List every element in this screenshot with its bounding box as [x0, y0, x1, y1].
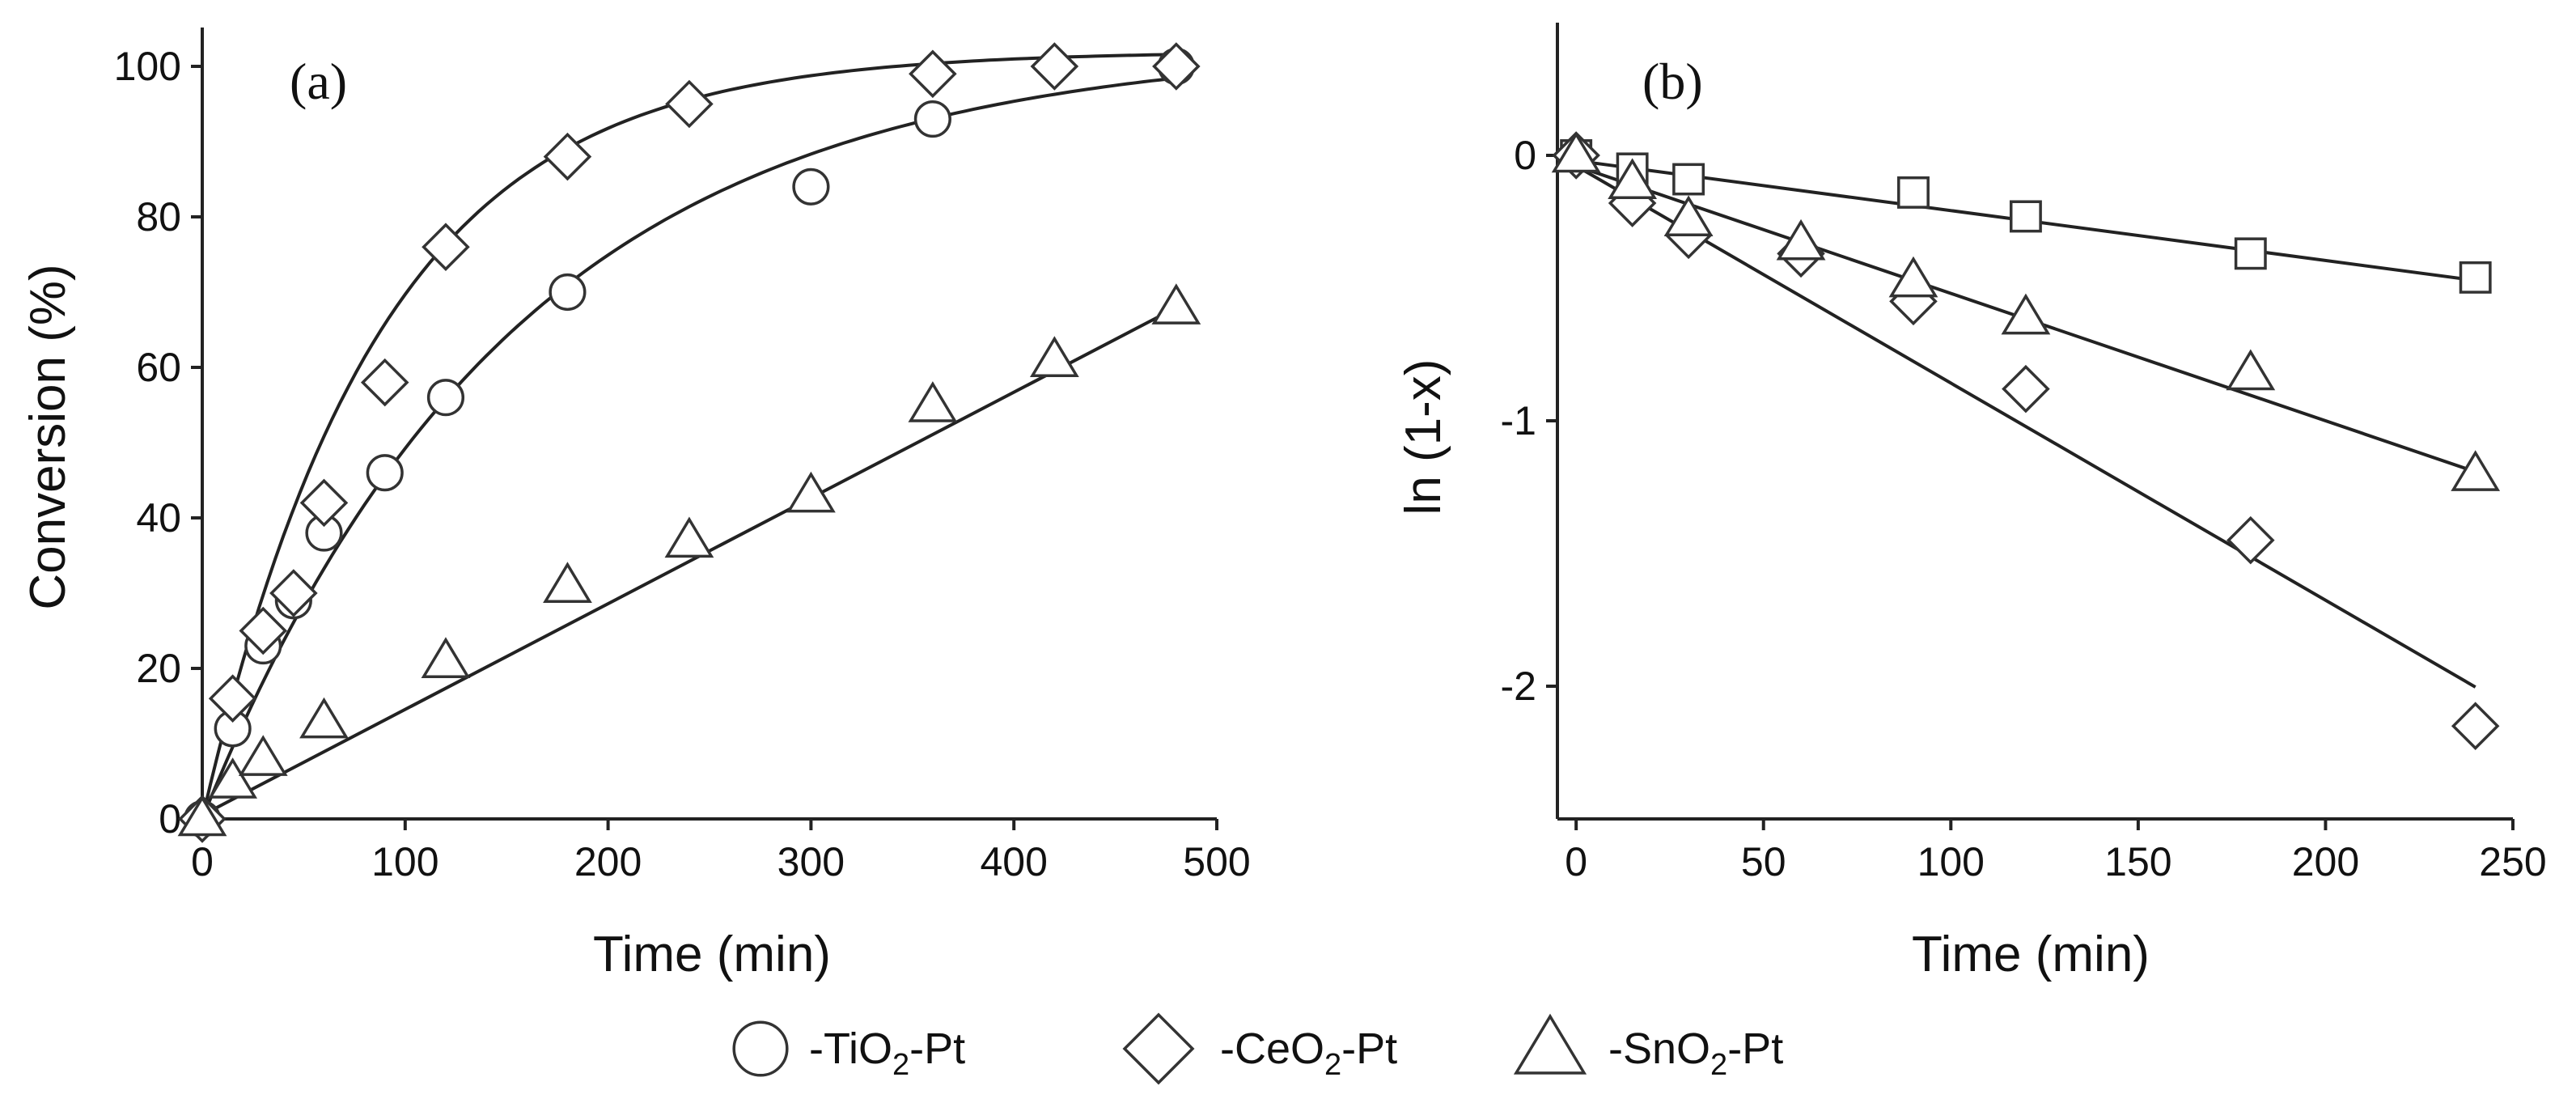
panel-a-y-axis-title: Conversion (%): [20, 264, 76, 609]
panel-a-point-triangle: [299, 697, 349, 739]
panel-b-point-square: [2234, 237, 2267, 270]
panel-b-x-tick-label: 250: [2479, 839, 2546, 884]
panel-a-point-diamond: [1152, 42, 1201, 91]
legend-triangle-marker: [1513, 1013, 1587, 1075]
panel-a-fit-line-circle: [201, 76, 1177, 820]
panel-b-point-triangle: [1551, 131, 1601, 173]
panel-a-fit-lines: [201, 53, 1177, 820]
panel-a-point-circle: [792, 168, 830, 206]
panel-a-point-diamond: [239, 606, 288, 655]
panel-b-point-diamond: [2002, 364, 2050, 414]
legend-label-sno2: -SnO2-Pt: [1608, 1024, 1783, 1082]
panel-a-x-tick-label: 200: [574, 839, 642, 884]
panel-a-y-tick-label: 60: [136, 345, 181, 390]
panel-a-point-circle: [426, 379, 465, 417]
panel-a-letter: (a): [290, 53, 347, 110]
panel-a-point-triangle: [786, 471, 836, 513]
panel-a-point-triangle: [1029, 336, 1079, 377]
panel-a-y-tick-label: 20: [136, 646, 181, 691]
panel-a-point-diamond: [665, 79, 714, 129]
panel-b-point-triangle: [1608, 158, 1658, 200]
legend-circle-marker: [732, 1020, 789, 1077]
panel-a-x-tick-label: 500: [1183, 839, 1250, 884]
legend: -TiO2-Pt -CeO2-Pt -SnO2-Pt: [732, 1012, 1783, 1085]
panel-a-y-tick-label: 80: [136, 194, 181, 240]
panel-a-point-triangle: [238, 735, 288, 776]
panel-b-fit-lines: [1575, 159, 2476, 689]
panel-a-x-axis-title: Time (min): [593, 927, 831, 982]
panel-b-point-triangle: [1776, 218, 1826, 261]
panel-b-x-tick-label: 0: [1565, 839, 1587, 884]
panel-a-fit-line-diamond: [201, 53, 1176, 820]
chart-panel-b: (b) 0 50 100 150 200 250 0 -1 -2 Time (min) ln (…: [1396, 23, 2547, 982]
panel-b-point-diamond: [2226, 515, 2275, 565]
panel-b-y-axis-title: ln (1-x): [1396, 359, 1451, 515]
panel-b-x-axis-title: Time (min): [1912, 927, 2150, 982]
panel-a-data-points: [177, 42, 1201, 843]
legend-triangle-symbol: [1513, 1013, 1587, 1075]
panel-b-point-triangle: [2226, 349, 2276, 391]
panel-a-point-diamond: [360, 358, 409, 407]
panel-a-x-tick-label: 0: [191, 839, 214, 884]
panel-a-point-triangle: [177, 795, 227, 837]
panel-b-point-triangle: [2001, 293, 2051, 335]
panel-a-point-diamond: [208, 674, 257, 723]
panel-b-fit-line-diamond: [1575, 164, 2476, 689]
panel-a-point-circle: [549, 273, 587, 312]
chart-panel-a: (a) 0 100 200 300 400 500 0 20 40 60 80 100 Time (m…: [20, 28, 1251, 982]
panel-a-axes: 0 100 200 300 400 500 0 20 40 60 80 100: [114, 28, 1251, 884]
panel-a-x-tick-label: 400: [980, 839, 1047, 884]
panel-a-point-triangle: [421, 637, 471, 678]
panel-a-point-triangle: [1151, 283, 1201, 324]
panel-a-point-triangle: [664, 516, 714, 558]
panel-b-x-tick-label: 100: [1917, 839, 1985, 884]
panel-a-point-triangle: [908, 381, 958, 422]
panel-b-y-tick-label: -1: [1501, 398, 1536, 443]
panel-b-point-triangle: [1663, 195, 1714, 236]
panel-a-point-triangle: [543, 562, 592, 603]
panel-b-point-square: [1672, 163, 1705, 196]
panel-b-x-tick-label: 200: [2292, 839, 2359, 884]
panel-a-y-tick-label: 100: [114, 44, 181, 89]
legend-item-ceo2: -CeO2-Pt: [1122, 1012, 1397, 1085]
panel-b-point-diamond: [2451, 702, 2500, 750]
panel-b-y-tick-label: 0: [1514, 133, 1536, 178]
legend-diamond-symbol: [1122, 1012, 1195, 1085]
panel-b-point-triangle: [1888, 256, 1938, 298]
panel-b-point-square: [1897, 176, 1930, 209]
panel-b-data-points: [1551, 131, 2501, 750]
panel-a-x-tick-label: 100: [371, 839, 439, 884]
panel-a-point-diamond: [909, 49, 957, 99]
panel-b-letter: (b): [1642, 53, 1703, 110]
panel-b-x-tick-label: 50: [1741, 839, 1786, 884]
panel-a-point-triangle: [208, 757, 258, 799]
panel-a-point-diamond: [269, 569, 318, 617]
legend-diamond-marker: [1122, 1012, 1195, 1085]
panel-b-point-square: [2009, 200, 2042, 233]
panel-b-point-triangle: [2451, 450, 2501, 491]
panel-a-x-tick-label: 300: [777, 839, 845, 884]
legend-label-tio2: -TiO2-Pt: [809, 1024, 965, 1082]
legend-label-ceo2: -CeO2-Pt: [1220, 1024, 1397, 1082]
panel-a-point-diamond: [543, 132, 592, 181]
panel-a-y-tick-label: 40: [136, 495, 181, 541]
panel-b-y-tick-label: -2: [1501, 664, 1536, 709]
panel-a-point-circle: [366, 454, 404, 492]
panel-a-point-diamond: [299, 478, 349, 528]
panel-a-fit-line-triangle: [201, 306, 1177, 817]
legend-item-sno2: -SnO2-Pt: [1513, 1013, 1783, 1082]
panel-a-y-tick-label: 0: [159, 796, 181, 842]
panel-b-point-square: [2459, 261, 2492, 294]
panel-a-point-diamond: [1030, 42, 1079, 91]
panel-a-point-diamond: [422, 223, 470, 271]
panel-a-point-circle: [913, 100, 951, 138]
panel-b-x-tick-label: 150: [2104, 839, 2171, 884]
legend-circle-symbol: [732, 1020, 789, 1077]
panel-b-axes: 0 50 100 150 200 250 0 -1 -2: [1501, 23, 2547, 884]
legend-item-tio2: -TiO2-Pt: [732, 1020, 965, 1082]
